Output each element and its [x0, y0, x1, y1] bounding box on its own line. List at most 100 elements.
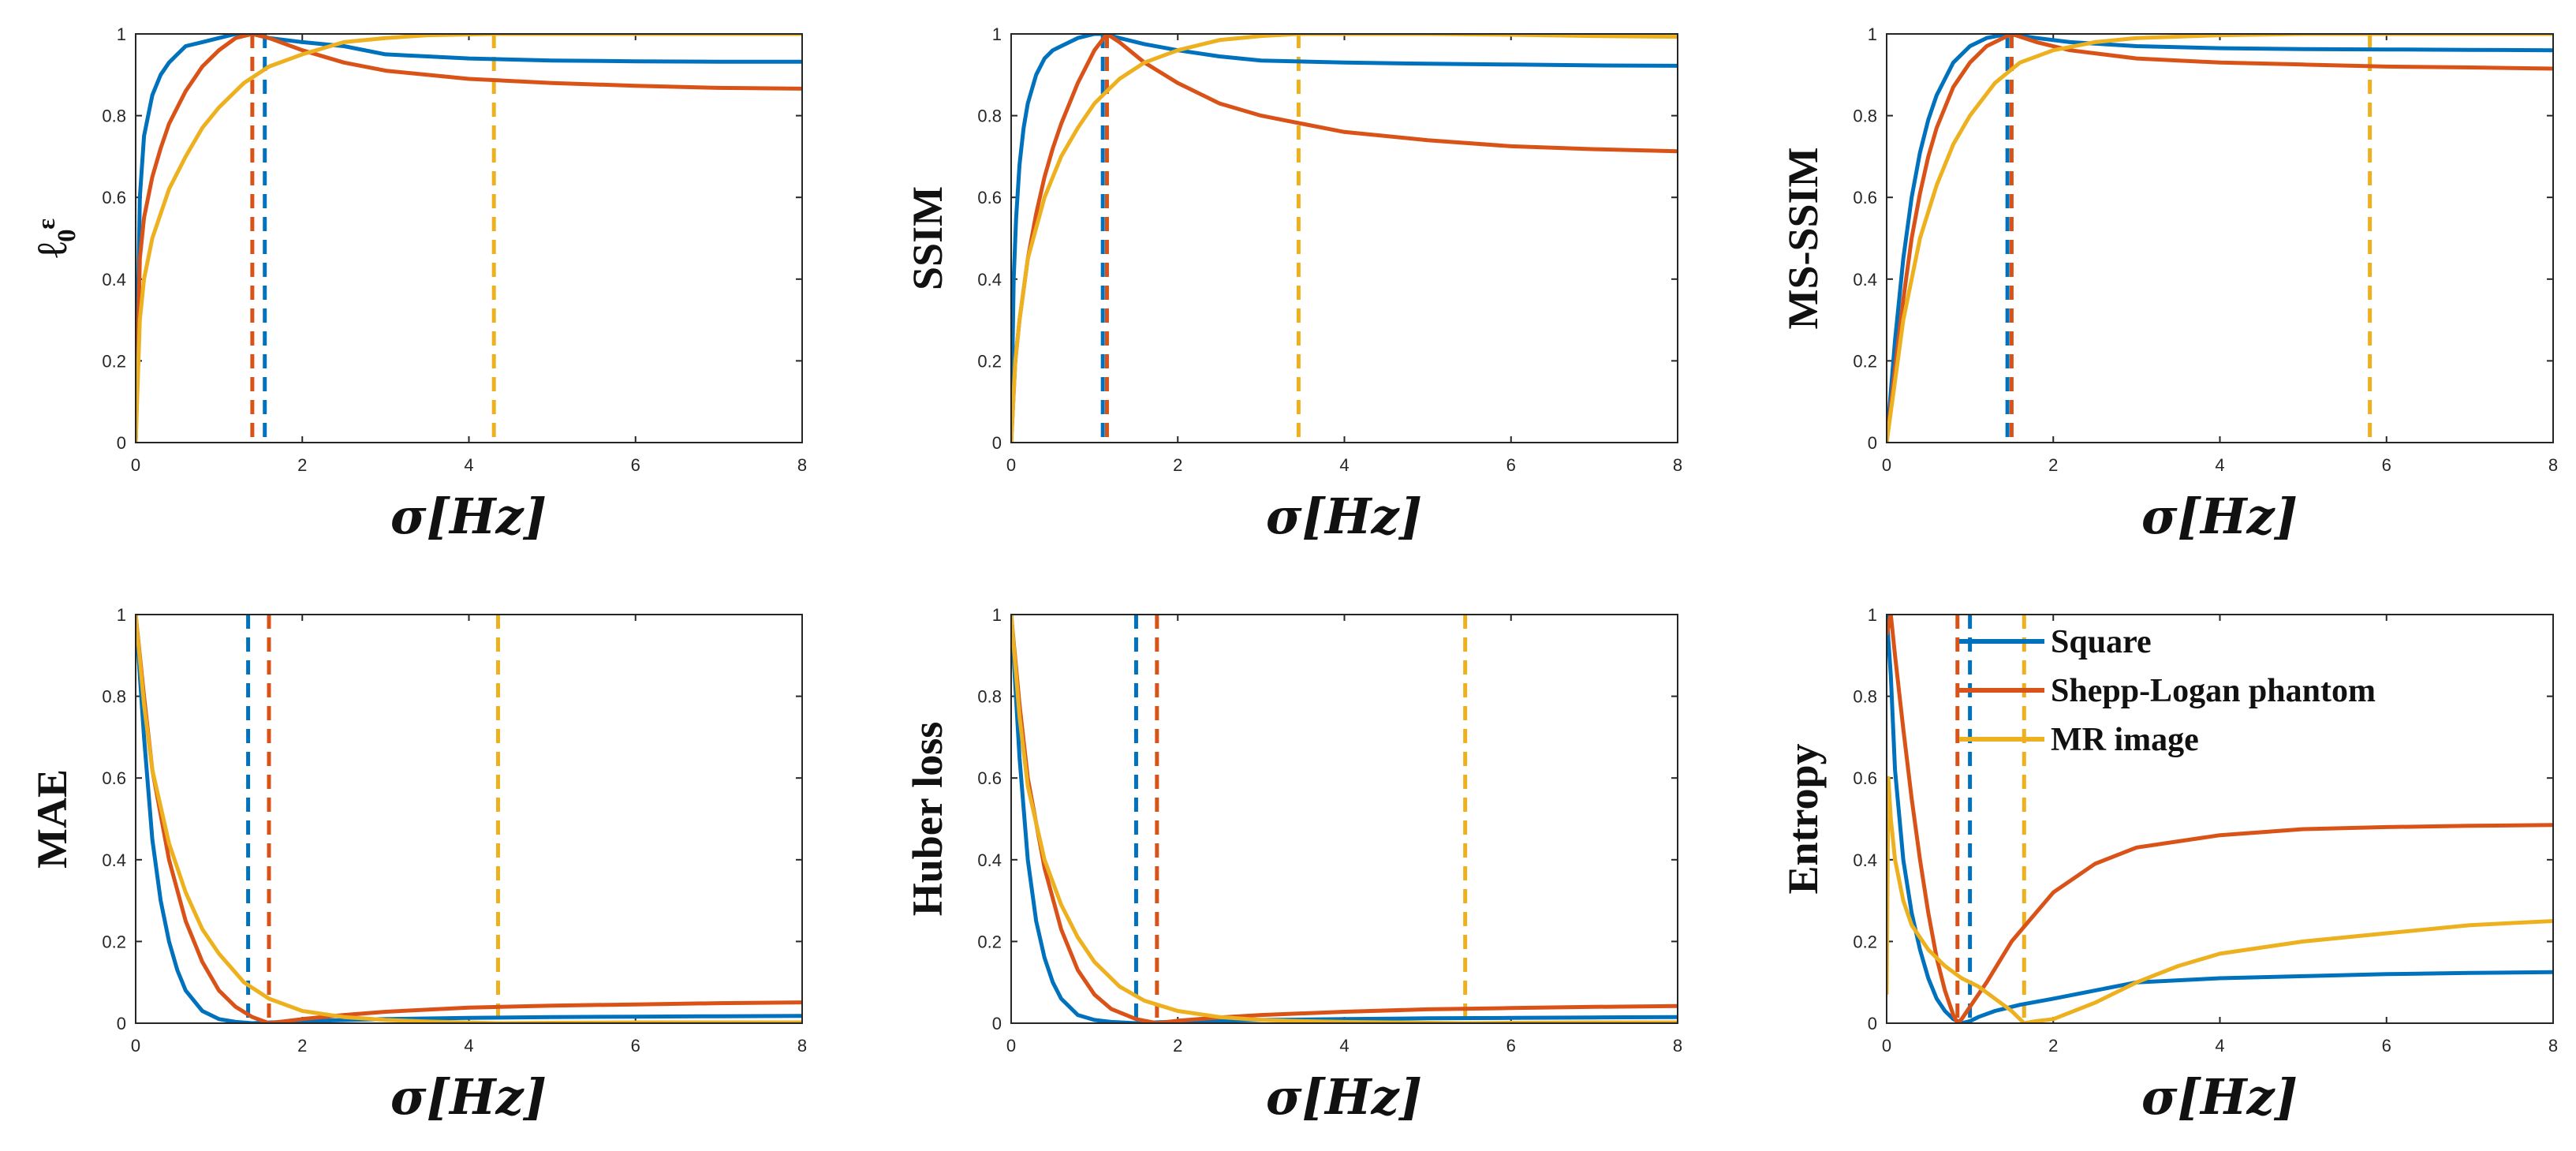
panel-ssim: SSIM σ[Hz] 0 2 4 6 8 0 0.2 0.4 0.6 0.8 1 — [904, 24, 1682, 545]
y-tick-label: 1 — [992, 605, 1002, 625]
x-tick-label: 8 — [1673, 455, 1682, 475]
x-tick-label: 4 — [1339, 455, 1349, 475]
series-line-square — [136, 34, 802, 443]
y-tick-label: 1 — [1868, 605, 1877, 625]
y-tick-label: 0.8 — [977, 687, 1002, 707]
x-tick-label: 2 — [1173, 455, 1182, 475]
xlabel: σ[Hz] — [390, 488, 547, 545]
y-tick-label: 0.2 — [1853, 932, 1877, 951]
x-tick-label: 4 — [2215, 1036, 2224, 1056]
y-tick-label: 0.6 — [102, 768, 126, 788]
ylabel: Entropy — [1779, 743, 1827, 894]
x-tick-label: 6 — [2382, 455, 2391, 475]
ylabel: MAE — [28, 769, 76, 869]
panel-entropy: Entropy σ[Hz] 0 2 4 6 800.20.40.60.81SquareS… — [1779, 605, 2558, 1126]
y-tick-label: 0.8 — [1853, 687, 1877, 707]
series-line-square — [136, 615, 802, 1023]
y-tick-label: 1 — [117, 24, 126, 44]
y-tick-label: 0.2 — [977, 932, 1002, 951]
ylabel: ℓ₀ᵋ — [28, 219, 76, 258]
x-tick-label: 0 — [1006, 1036, 1016, 1056]
y-tick-label: 0.4 — [1853, 850, 1877, 870]
series-line-shepp-logan-phantom — [136, 34, 802, 443]
y-tick-label: 1 — [992, 24, 1002, 44]
y-tick-label: 0.8 — [977, 107, 1002, 126]
y-tick-label: 1 — [1868, 24, 1877, 44]
x-tick-label: 0 — [1882, 455, 1891, 475]
y-tick-label: 0.2 — [977, 351, 1002, 371]
y-tick-label: 0.4 — [977, 850, 1002, 870]
ylabel: Huber loss — [904, 722, 951, 917]
series-line-mr-image — [1887, 775, 2553, 1023]
y-tick-label: 0.4 — [977, 270, 1002, 290]
ylabel: SSIM — [904, 186, 951, 290]
axes-frame — [135, 33, 803, 443]
xlabel: σ[Hz] — [390, 1068, 547, 1126]
series-line-mr-image — [136, 34, 802, 443]
x-tick-label: 0 — [1882, 1036, 1891, 1056]
axes-box — [1010, 33, 1678, 443]
x-tick-label: 0 — [1006, 455, 1016, 475]
y-tick-label: 0.2 — [102, 351, 126, 371]
y-tick-label: 0.6 — [1853, 768, 1877, 788]
x-tick-label: 8 — [1673, 1036, 1682, 1056]
x-tick-label: 4 — [464, 1036, 473, 1056]
x-tick-label: 8 — [2548, 455, 2558, 475]
series-line-mr-image — [1887, 34, 2553, 443]
y-tick-label: 0 — [117, 433, 126, 453]
x-tick-label: 2 — [297, 1036, 307, 1056]
y-tick-label: 0.6 — [1853, 188, 1877, 207]
legend-entry: Shepp-Logan phantom — [2051, 673, 2376, 709]
y-tick-label: 0.8 — [1853, 107, 1877, 126]
panel-mae: MAE σ[Hz] 0 2 4 6 8 0 0.2 0.4 0.6 0.8 1 — [28, 605, 807, 1126]
y-tick-label: 0.4 — [102, 270, 126, 290]
y-tick-label: 0.6 — [977, 188, 1002, 207]
axes-frame — [1886, 33, 2554, 443]
x-tick-label: 0 — [131, 455, 140, 475]
series-line-square — [1011, 34, 1678, 443]
x-tick-label: 2 — [2048, 1036, 2058, 1056]
legend: Square Shepp-Logan phantom MR image — [1959, 624, 2376, 758]
x-tick-label: 4 — [2215, 455, 2224, 475]
y-tick-label: 0 — [992, 433, 1002, 453]
series-line-shepp-logan-phantom — [1887, 34, 2553, 443]
axes-box — [135, 33, 803, 443]
series-line-mr-image — [1011, 34, 1678, 443]
axes-frame — [135, 614, 803, 1024]
axes-frame — [1010, 614, 1678, 1024]
y-tick-label: 0 — [992, 1014, 1002, 1033]
x-tick-label: 6 — [1506, 455, 1516, 475]
panel-huber: Huber loss σ[Hz] 0 2 4 6 8 0 0.2 0.4 0.6 0.8 1 — [904, 605, 1682, 1126]
x-tick-label: 4 — [464, 455, 473, 475]
y-tick-label: 1 — [117, 605, 126, 625]
series-line-square — [1887, 34, 2553, 443]
axes-frame — [1886, 614, 2554, 1024]
x-tick-label: 0 — [131, 1036, 140, 1056]
xlabel: σ[Hz] — [2141, 1068, 2298, 1126]
panel-l0: ℓ₀ᵋ σ[Hz] 0 2 4 6 8 0 0.2 0.4 0.6 0.8 1 — [28, 24, 807, 545]
axes-box — [135, 614, 803, 1024]
series-line-square — [1887, 615, 2553, 1023]
x-tick-label: 2 — [1173, 1036, 1182, 1056]
y-tick-label: 0 — [117, 1014, 126, 1033]
series-line-square — [1011, 615, 1678, 1023]
axes-box — [1886, 33, 2554, 443]
xlabel: σ[Hz] — [1266, 1068, 1422, 1126]
x-tick-label: 2 — [2048, 455, 2058, 475]
y-tick-label: 0.8 — [102, 107, 126, 126]
panel-msssim: MS-SSIM σ[Hz] 0 2 4 6 8 0 0.2 0.4 0.6 0.8 1 — [1779, 24, 2558, 545]
y-tick-label: 0.6 — [977, 768, 1002, 788]
y-tick-label: 0.2 — [102, 932, 126, 951]
x-tick-label: 8 — [797, 455, 807, 475]
legend-entry: MR image — [2051, 722, 2199, 758]
y-tick-label: 0 — [1868, 433, 1877, 453]
x-tick-label: 8 — [2548, 1036, 2558, 1056]
series-line-shepp-logan-phantom — [1887, 615, 2553, 1023]
xlabel: σ[Hz] — [2141, 488, 2298, 545]
x-tick-label: 2 — [297, 455, 307, 475]
legend-entry: Square — [2051, 624, 2152, 660]
y-tick-label: 0.4 — [1853, 270, 1877, 290]
x-tick-label: 4 — [1339, 1036, 1349, 1056]
y-tick-label: 0.6 — [102, 188, 126, 207]
